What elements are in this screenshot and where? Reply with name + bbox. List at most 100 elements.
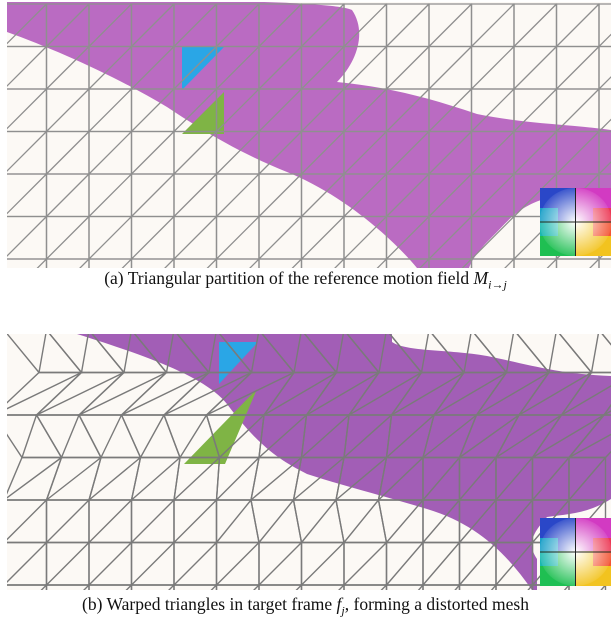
motion-color-wheel-icon [540,188,611,256]
mesh-cell [215,584,260,590]
caption-b: (b) Warped triangles in target frame fj,… [0,594,611,619]
mesh-cell [7,45,48,90]
mesh-cell [385,584,424,590]
motion-region-b [77,334,611,590]
mesh-cell [300,541,345,586]
mesh-cell [7,584,48,590]
mesh-cell [35,414,103,459]
mesh-cell [598,130,611,175]
triangular-mesh-grid-a [7,3,611,268]
mesh-cell [130,456,181,501]
mesh-cell [377,499,424,544]
mesh-cell [601,334,611,346]
mesh-cell [470,258,515,268]
mesh-cell [343,541,388,586]
mesh-cell [119,371,211,416]
mesh-cell [428,258,473,268]
mesh-cell [88,130,133,175]
mesh-cell [173,215,218,260]
mesh-cell [422,584,461,590]
mesh-cell [598,258,611,268]
mesh-cell [555,3,600,48]
mesh-cell [300,584,345,590]
mesh-cell [7,215,48,260]
mesh-cell [258,215,303,260]
mesh-cell [45,88,90,133]
mesh-cell [120,414,182,459]
mesh-cell [45,541,90,586]
panel-b-canvas [7,334,611,590]
mesh-cell [513,258,558,268]
motion-color-wheel-icon [540,518,611,586]
mesh-cell [598,88,611,133]
mesh-cell [250,499,303,544]
mesh-cell [45,456,102,501]
mesh-cell [215,173,260,218]
mesh-cell [513,3,558,48]
mesh-cell [88,173,133,218]
mesh-cell [555,45,600,90]
mesh-cell [215,258,260,268]
mesh-cell [428,45,473,90]
mesh-cell [250,456,303,501]
mesh-cell [173,584,218,590]
mesh-cell [45,215,90,260]
caption-a: (a) Triangular partition of the referenc… [0,268,611,293]
mesh-cell [385,45,430,90]
mesh-cell [130,499,175,544]
mesh-cell [598,45,611,90]
mesh-cell [300,215,345,260]
panel-a-motion-field [7,2,611,268]
mesh-cell [130,541,175,586]
mesh-cell [513,45,558,90]
mesh-cell [45,584,90,590]
mesh-cell [88,258,133,268]
mesh-cell [558,334,611,374]
mesh-cell [7,499,48,544]
mesh-cell [77,371,169,416]
mesh-cell [88,541,133,586]
mesh-cell [292,499,345,544]
mesh-cell [385,541,424,586]
mesh-cell [130,173,175,218]
mesh-cell [130,215,175,260]
mesh-cell [598,3,611,48]
mesh-cell [88,215,133,260]
caption-b-text-2: , forming a distorted mesh [344,594,529,614]
mesh-cell [470,45,515,90]
mesh-cell [7,258,48,268]
mesh-cell [422,541,461,586]
mesh-cell [343,258,388,268]
caption-b-text-1: Warped triangles in target frame [106,594,337,614]
mesh-cell [45,499,90,544]
mesh-cell [258,541,303,586]
mesh-cell [88,584,133,590]
mesh-cell [428,3,473,48]
mesh-cell [470,3,515,48]
mesh-cell [555,88,600,133]
mesh-cell [385,3,430,48]
mesh-cell [385,258,430,268]
mesh-cell [343,215,388,260]
highlight-triangle-green [184,389,257,464]
caption-a-label: (a) [104,268,124,288]
mesh-cell [88,499,133,544]
mesh-cell [45,258,90,268]
mesh-cell [130,584,175,590]
distorted-mesh-grid-b [7,334,611,590]
mesh-cell [130,258,175,268]
mesh-cell [88,88,133,133]
mesh-cell [555,258,600,268]
mesh-cell [45,130,90,175]
mesh-cell [7,334,83,374]
mesh-cell [130,130,175,175]
caption-b-math-sub: j [341,603,345,618]
mesh-cell [258,584,303,590]
mesh-cell [215,215,260,260]
mesh-cell [34,371,126,416]
mesh-cell [300,258,345,268]
mesh-cell [173,130,218,175]
caption-a-math-sub: i→j [488,277,507,292]
mesh-cell [258,173,303,218]
caption-a-text: Triangular partition of the reference mo… [127,268,474,288]
